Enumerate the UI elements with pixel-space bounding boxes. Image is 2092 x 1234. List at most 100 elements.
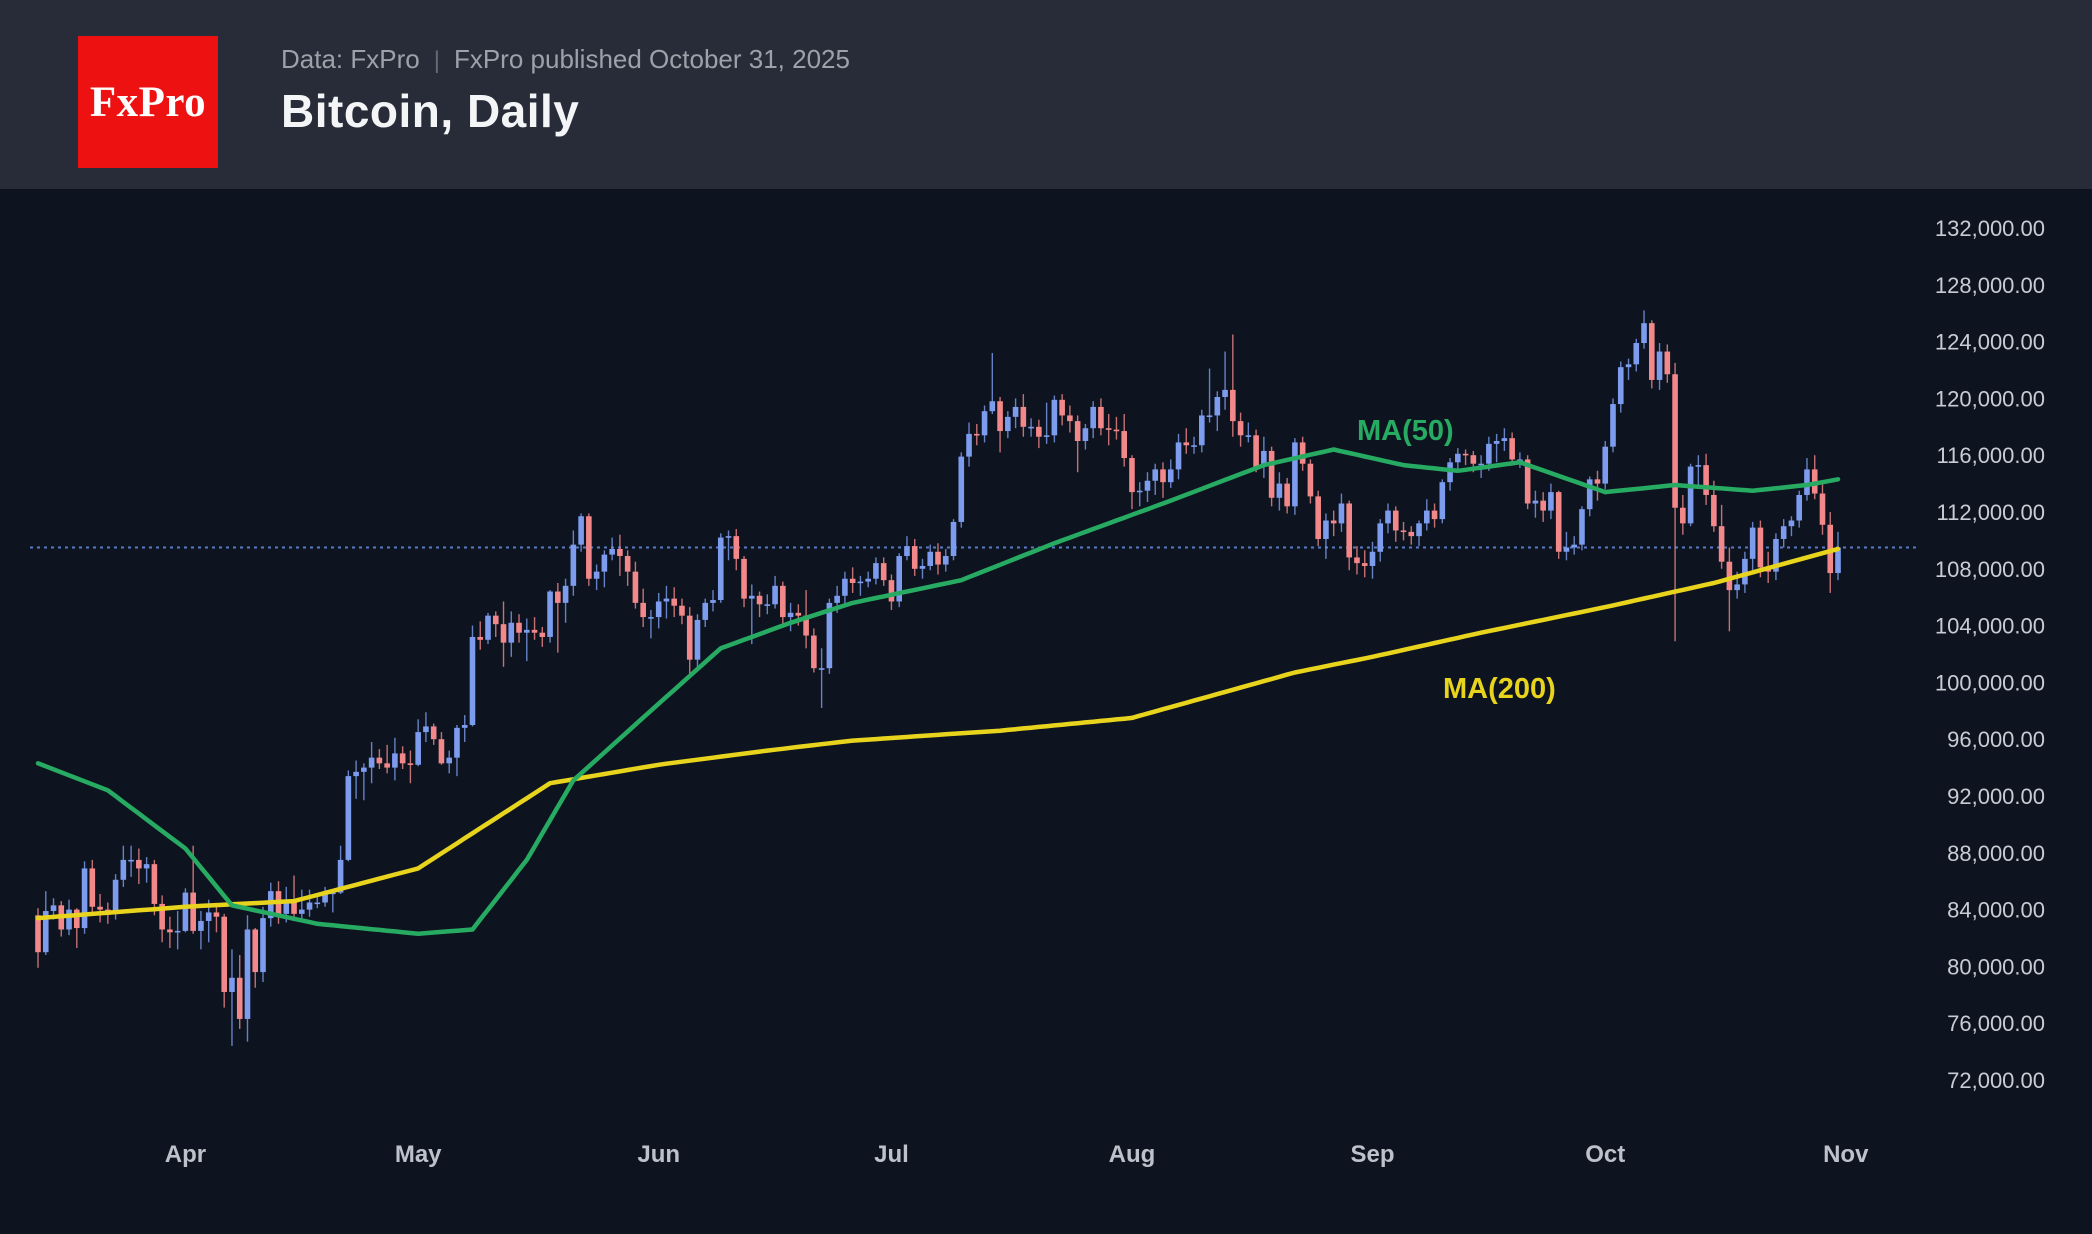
candle <box>1819 483 1826 535</box>
candle-body <box>1191 445 1197 447</box>
candle <box>1579 506 1585 551</box>
candle <box>376 749 383 770</box>
candle-body <box>1687 466 1694 524</box>
candle-body <box>818 668 825 670</box>
candle <box>1028 418 1034 437</box>
y-axis-label: 132,000.00 <box>1935 216 2045 241</box>
candle-body <box>1532 500 1539 504</box>
candle-body <box>128 859 134 862</box>
candle-wick <box>355 760 357 799</box>
candle-body <box>1136 490 1143 493</box>
candle <box>842 571 848 606</box>
candle <box>306 889 313 917</box>
candle <box>283 886 290 923</box>
y-axis-label: 80,000.00 <box>1947 954 2045 979</box>
candle <box>1198 409 1205 453</box>
candle-wick <box>363 763 365 801</box>
candle-wick <box>1697 455 1700 488</box>
candle <box>593 564 600 591</box>
candle-body <box>919 565 926 569</box>
candle-body <box>547 591 553 637</box>
candle-body <box>1648 323 1655 380</box>
y-axis-label: 124,000.00 <box>1935 330 2045 355</box>
candle <box>1610 398 1616 453</box>
candle-body <box>500 624 507 643</box>
candle <box>1439 479 1446 524</box>
candle-body <box>1175 442 1182 470</box>
candle-body <box>1152 469 1159 481</box>
candle <box>950 519 957 561</box>
candle <box>1183 428 1190 454</box>
candle-body <box>1230 389 1236 422</box>
candle <box>508 611 515 657</box>
candle-wick <box>526 618 528 662</box>
candle-body <box>1509 438 1515 460</box>
candle <box>1486 436 1492 471</box>
candle <box>1175 433 1182 480</box>
candle-body <box>826 602 833 669</box>
candle <box>1734 571 1740 599</box>
candle-body <box>539 632 546 637</box>
candle-body <box>1160 469 1166 483</box>
candle <box>686 607 693 677</box>
candle-body <box>267 891 274 919</box>
candle-body <box>1470 455 1477 464</box>
candle <box>1423 499 1430 531</box>
y-axis-label: 112,000.00 <box>1937 500 2045 525</box>
candle-body <box>748 595 755 599</box>
candle <box>1067 405 1073 433</box>
candle <box>935 543 941 575</box>
candle <box>1594 470 1601 501</box>
candle-body <box>1144 480 1151 491</box>
candle <box>221 913 228 1008</box>
candle-body <box>1206 415 1213 418</box>
candle <box>330 891 336 913</box>
candle <box>97 893 103 923</box>
candle-body <box>1012 406 1019 417</box>
candle <box>1633 338 1640 372</box>
candle-body <box>345 776 352 860</box>
ma50-line <box>35 447 1841 936</box>
candle <box>780 581 786 628</box>
y-axis-label: 100,000.00 <box>1935 670 2045 695</box>
candle <box>1563 531 1570 561</box>
candle-body <box>973 433 980 436</box>
candle-body <box>1245 435 1252 437</box>
candle <box>1687 463 1694 527</box>
candle <box>834 585 840 613</box>
candle <box>1369 541 1376 579</box>
candle <box>772 575 778 609</box>
candle <box>1548 483 1554 520</box>
candle <box>1788 516 1795 537</box>
candle-body <box>368 757 375 768</box>
candle-body <box>1105 428 1112 430</box>
candle-body <box>306 902 313 910</box>
candle-wick <box>145 857 148 883</box>
candle-wick <box>751 584 753 645</box>
candle-body <box>221 916 228 992</box>
candle-body <box>1571 544 1578 548</box>
candle-body <box>640 602 646 618</box>
candle-body <box>1059 399 1065 416</box>
candle-body <box>120 859 127 880</box>
candle <box>1726 547 1733 632</box>
candle <box>353 760 359 799</box>
candle <box>423 712 429 743</box>
candle <box>392 737 398 781</box>
candle <box>617 534 623 576</box>
x-axis-label: Aug <box>1109 1141 1156 1168</box>
candle <box>516 614 522 643</box>
candle <box>198 911 204 950</box>
candle-body <box>1261 450 1267 467</box>
candle <box>50 898 57 920</box>
candle-body <box>1082 428 1089 441</box>
candle <box>1268 446 1275 507</box>
candle <box>663 585 670 619</box>
candle <box>1780 519 1787 548</box>
candle <box>888 574 895 610</box>
candle-body <box>1323 520 1329 539</box>
candle-body <box>1385 510 1391 524</box>
candle <box>1804 458 1810 501</box>
candle-body <box>151 864 158 904</box>
